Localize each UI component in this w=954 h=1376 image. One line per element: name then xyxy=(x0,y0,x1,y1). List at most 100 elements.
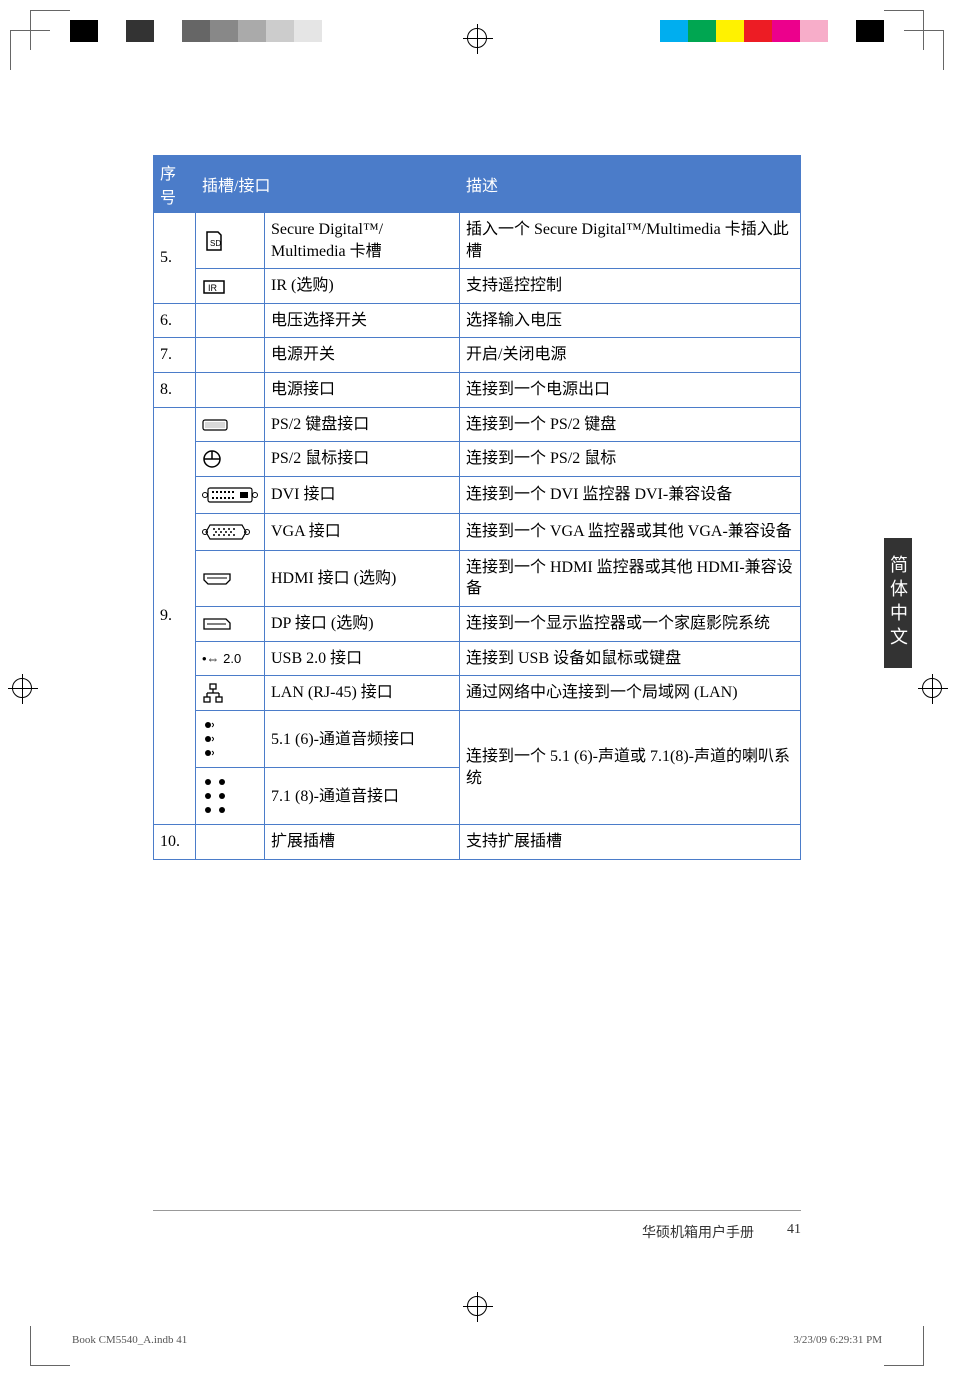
port-icon xyxy=(196,513,265,550)
port-icon xyxy=(196,550,265,606)
language-tab: 简体中文 xyxy=(884,538,912,668)
port-icon: IR xyxy=(196,269,265,304)
dvi-icon xyxy=(202,483,258,507)
slot-desc: 连接到一个 5.1 (6)-声道或 7.1(8)-声道的喇叭系统 xyxy=(460,711,801,825)
color-swatch xyxy=(70,20,98,42)
port-icon xyxy=(196,711,265,768)
row-number: 5. xyxy=(154,213,196,304)
slot-desc: 插入一个 Secure Digital™/Multimedia 卡插入此槽 xyxy=(460,213,801,269)
row-number: 9. xyxy=(154,407,196,825)
mouse-icon xyxy=(202,449,222,469)
crop-mark xyxy=(10,30,50,70)
svg-text:IR: IR xyxy=(208,283,218,293)
port-icon xyxy=(196,825,265,860)
color-swatch xyxy=(828,20,856,42)
registration-mark-icon xyxy=(922,678,942,698)
row-number: 7. xyxy=(154,338,196,373)
slot-desc: 支持扩展插槽 xyxy=(460,825,801,860)
port-icon xyxy=(196,338,265,373)
color-bar-left xyxy=(70,20,350,42)
color-swatch xyxy=(744,20,772,42)
slot-desc: 连接到一个 PS/2 键盘 xyxy=(460,407,801,442)
header-number: 序号 xyxy=(154,156,196,213)
lan-icon xyxy=(202,682,224,704)
footer-timestamp: 3/23/09 6:29:31 PM xyxy=(793,1334,882,1346)
port-icon: •⇔ 2.0 xyxy=(196,641,265,676)
color-swatch xyxy=(126,20,154,42)
slot-name: 扩展插槽 xyxy=(265,825,460,860)
color-bar-right xyxy=(660,20,884,42)
crop-mark xyxy=(904,30,944,70)
slot-name: IR (选购) xyxy=(265,269,460,304)
vga-icon xyxy=(202,520,250,544)
slot-name: LAN (RJ-45) 接口 xyxy=(265,676,460,711)
color-swatch xyxy=(266,20,294,42)
slot-name: PS/2 鼠标接口 xyxy=(265,442,460,477)
registration-mark-icon xyxy=(467,1296,487,1316)
color-swatch xyxy=(98,20,126,42)
footer-manual-title: 华硕机箱用户手册 xyxy=(642,1222,754,1242)
header-desc: 描述 xyxy=(460,156,801,213)
port-icon xyxy=(196,606,265,641)
slot-name: DVI 接口 xyxy=(265,476,460,513)
spec-table: 序号 插槽/接口 描述 5. SD Secure Digital™/ Multime… xyxy=(153,155,801,860)
color-swatch xyxy=(772,20,800,42)
port-icon xyxy=(196,372,265,407)
kb-icon xyxy=(202,417,228,433)
slot-name: USB 2.0 接口 xyxy=(265,641,460,676)
ir-icon: IR xyxy=(202,279,226,295)
svg-text:SD: SD xyxy=(210,239,221,248)
color-swatch xyxy=(856,20,884,42)
slot-desc: 开启/关闭电源 xyxy=(460,338,801,373)
crop-mark xyxy=(30,1326,70,1366)
slot-desc: 连接到一个 DVI 监控器 DVI-兼容设备 xyxy=(460,476,801,513)
slot-name: HDMI 接口 (选购) xyxy=(265,550,460,606)
port-icon xyxy=(196,768,265,825)
slot-desc: 连接到一个 PS/2 鼠标 xyxy=(460,442,801,477)
registration-mark-icon xyxy=(12,678,32,698)
color-swatch xyxy=(322,20,350,42)
header-slot: 插槽/接口 xyxy=(196,156,460,213)
slot-desc: 支持遥控控制 xyxy=(460,269,801,304)
color-swatch xyxy=(660,20,688,42)
color-swatch xyxy=(716,20,744,42)
hdmi-icon xyxy=(202,571,232,587)
row-number: 6. xyxy=(154,303,196,338)
slot-name: 5.1 (6)-通道音频接口 xyxy=(265,711,460,768)
port-icon xyxy=(196,476,265,513)
color-swatch xyxy=(688,20,716,42)
port-icon: SD xyxy=(196,213,265,269)
color-swatch xyxy=(210,20,238,42)
slot-desc: 连接到一个 VGA 监控器或其他 VGA-兼容设备 xyxy=(460,513,801,550)
color-swatch xyxy=(238,20,266,42)
slot-name: DP 接口 (选购) xyxy=(265,606,460,641)
slot-name: VGA 接口 xyxy=(265,513,460,550)
slot-name: 电源接口 xyxy=(265,372,460,407)
slot-name: Secure Digital™/ Multimedia 卡槽 xyxy=(265,213,460,269)
slot-desc: 连接到一个电源出口 xyxy=(460,372,801,407)
port-icon xyxy=(196,303,265,338)
color-swatch xyxy=(800,20,828,42)
port-icon xyxy=(196,676,265,711)
slot-desc: 连接到 USB 设备如鼠标或键盘 xyxy=(460,641,801,676)
port-icon xyxy=(196,442,265,477)
footer-page-number: 41 xyxy=(771,1222,801,1238)
row-number: 10. xyxy=(154,825,196,860)
sd-icon: SD xyxy=(202,229,226,253)
crop-mark xyxy=(884,1326,924,1366)
slot-name: PS/2 键盘接口 xyxy=(265,407,460,442)
slot-name: 电源开关 xyxy=(265,338,460,373)
audio71-icon xyxy=(202,774,232,818)
row-number: 8. xyxy=(154,372,196,407)
slot-desc: 连接到一个显示监控器或一个家庭影院系统 xyxy=(460,606,801,641)
slot-name: 电压选择开关 xyxy=(265,303,460,338)
color-swatch xyxy=(154,20,182,42)
port-icon xyxy=(196,407,265,442)
footer-divider xyxy=(153,1210,801,1211)
registration-mark-icon xyxy=(467,28,487,48)
color-swatch xyxy=(294,20,322,42)
slot-desc: 通过网络中心连接到一个局域网 (LAN) xyxy=(460,676,801,711)
color-swatch xyxy=(182,20,210,42)
slot-name: 7.1 (8)-通道音接口 xyxy=(265,768,460,825)
slot-desc: 连接到一个 HDMI 监控器或其他 HDMI-兼容设备 xyxy=(460,550,801,606)
